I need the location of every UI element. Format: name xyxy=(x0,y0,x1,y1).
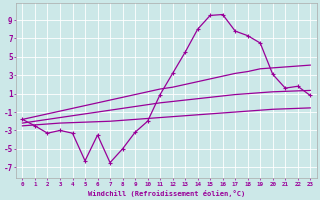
X-axis label: Windchill (Refroidissement éolien,°C): Windchill (Refroidissement éolien,°C) xyxy=(88,190,245,197)
